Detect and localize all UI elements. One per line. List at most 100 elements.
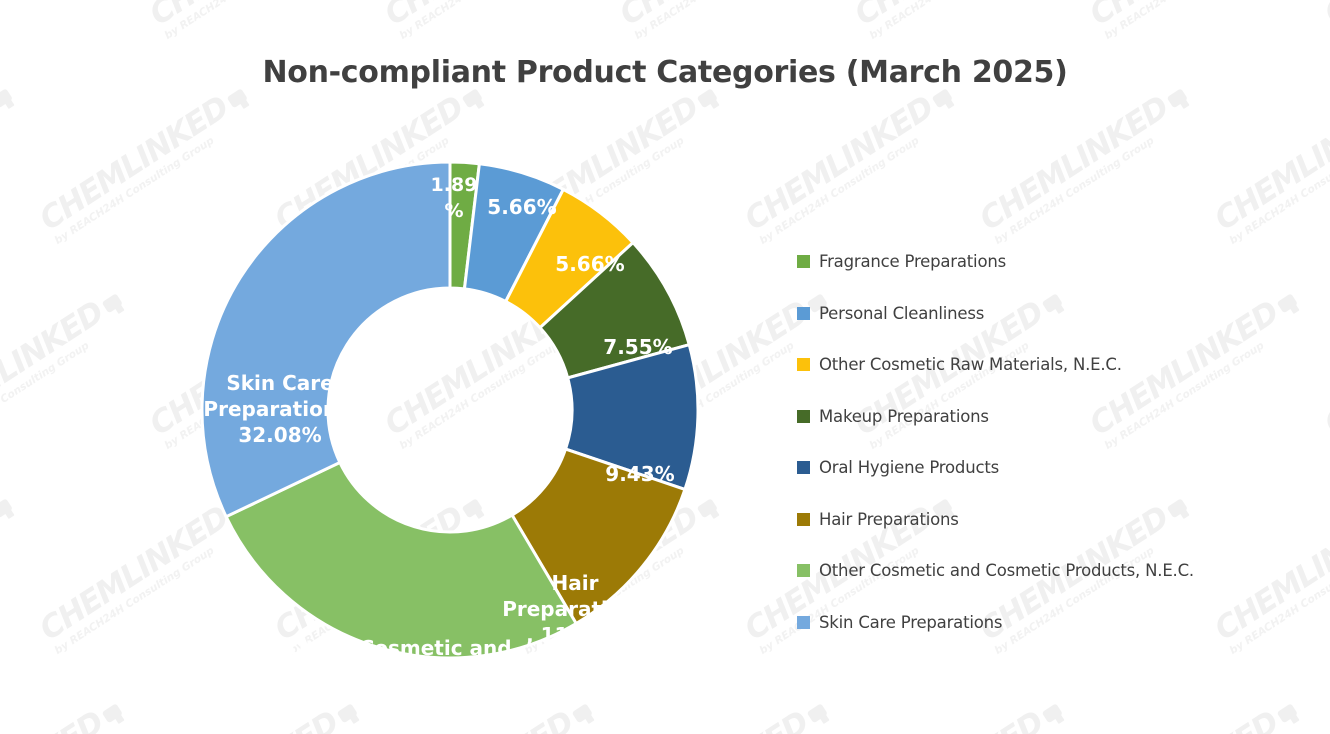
legend-item-label: Fragrance Preparations	[819, 252, 1006, 272]
legend-item[interactable]: Personal Cleanliness	[797, 288, 1297, 340]
watermark-brand: CHEMLINKED	[0, 285, 127, 443]
legend-color-swatch	[797, 512, 810, 526]
watermark-subtitle: by REACH24H Consulting Group	[867, 0, 1074, 42]
speech-bubble-icon	[101, 703, 123, 724]
watermark-subtitle: by REACH24H Consulting Group	[1102, 722, 1309, 734]
legend-color-swatch	[797, 615, 810, 629]
speech-bubble-icon	[461, 88, 483, 109]
legend-item-label: Oral Hygiene Products	[819, 458, 999, 478]
legend-item-label: Hair Preparations	[819, 509, 959, 529]
speech-bubble-icon	[696, 88, 718, 109]
watermark-subtitle: by REACH24H Consulting Group	[632, 0, 839, 42]
donut-chart: 1.89% 5.66% 5.66% 7.55% 9.43% Hair Preparation…	[170, 130, 730, 690]
legend-item[interactable]: Oral Hygiene Products	[797, 442, 1297, 494]
speech-bubble-icon	[226, 88, 248, 109]
speech-bubble-icon	[1041, 703, 1063, 724]
watermark-brand: CHEMLINKED	[1083, 0, 1302, 33]
watermark-subtitle: by REACH24H Consulting Group	[397, 722, 604, 734]
donut-slice[interactable]	[200, 160, 452, 519]
speech-bubble-icon	[336, 703, 358, 724]
speech-bubble-icon	[806, 703, 828, 724]
legend-item-label: Makeup Preparations	[819, 406, 989, 426]
speech-bubble-icon	[101, 293, 123, 314]
watermark-brand: CHEMLINKED	[1208, 89, 1330, 238]
slice-data-label: Skin Care Preparations, 32.08%	[203, 371, 356, 447]
watermark-brand: CHEMLINKED	[848, 0, 1067, 33]
watermark-subtitle: by REACH24H Consulting Group	[0, 0, 134, 42]
donut-svg: 1.89% 5.66% 5.66% 7.55% 9.43% Hair Preparation…	[200, 160, 700, 691]
speech-bubble-icon	[931, 88, 953, 109]
legend-item[interactable]: Makeup Preparations	[797, 391, 1297, 443]
watermark-brand: CHEMLINKED	[143, 0, 362, 33]
legend-color-swatch	[797, 461, 810, 475]
watermark-brand: CHEMLINKED	[1318, 0, 1330, 33]
slice-data-label: Other Cosmetic and Cosmetic Products, N.E…	[250, 636, 550, 691]
legend-item-label: Other Cosmetic and Cosmetic Products, N.…	[819, 561, 1194, 581]
legend-item-label: Other Cosmetic Raw Materials, N.E.C.	[819, 355, 1122, 375]
watermark-subtitle: by REACH24H Consulting Group	[0, 107, 24, 247]
watermark-brand: CHEMLINKED	[738, 80, 957, 238]
speech-bubble-icon	[1276, 703, 1298, 724]
watermark-brand: CHEMLINKED	[613, 0, 832, 33]
watermark-subtitle: by REACH24H Consulting Group	[1102, 0, 1309, 42]
donut-slice[interactable]	[224, 460, 579, 660]
slice-data-label: Hair Preparations, 11.32%	[502, 571, 648, 647]
slice-data-label: 5.66%	[487, 195, 556, 219]
watermark-subtitle: by REACH24H Consulting Group	[632, 722, 839, 734]
watermark-brand: CHEMLINKED	[0, 80, 17, 236]
watermark-subtitle: by REACH24H Consulting Group	[0, 517, 24, 657]
watermark-brand: CHEMLINKED	[143, 695, 362, 734]
watermark-subtitle: by REACH24H Consulting Group	[162, 722, 369, 734]
legend-item[interactable]: Other Cosmetic and Cosmetic Products, N.…	[797, 545, 1297, 597]
watermark-brand: CHEMLINKED	[378, 695, 597, 734]
watermark-brand: CHEMLINKED	[378, 0, 597, 33]
watermark-brand: CHEMLINKED	[1318, 294, 1330, 443]
donut-slice-labels: 1.89% 5.66% 5.66% 7.55% 9.43% Hair Preparation…	[203, 174, 674, 691]
watermark-subtitle: by REACH24H Consulting Group	[0, 722, 134, 734]
slice-data-label: 7.55%	[603, 335, 672, 359]
watermark-subtitle: by REACH24H Consulting Group	[1227, 135, 1330, 247]
legend-item[interactable]: Fragrance Preparations	[797, 236, 1297, 288]
slice-data-label: 1.89%	[431, 174, 478, 222]
watermark-brand: CHEMLINKED	[1083, 695, 1302, 734]
watermark-brand: CHEMLINKED	[973, 80, 1192, 238]
legend-item-label: Skin Care Preparations	[819, 612, 1003, 632]
slice-data-label: 5.66%	[555, 252, 624, 276]
page-title: Non-compliant Product Categories (March …	[262, 55, 1068, 90]
donut-slices	[200, 160, 700, 660]
speech-bubble-icon	[1166, 88, 1188, 109]
legend-item[interactable]: Skin Care Preparations	[797, 597, 1297, 649]
legend-color-swatch	[797, 255, 810, 269]
legend-item[interactable]: Other Cosmetic Raw Materials, N.E.C.	[797, 339, 1297, 391]
watermark-subtitle: by REACH24H Consulting Group	[0, 339, 92, 452]
legend-color-swatch	[797, 306, 810, 320]
watermark-subtitle: by REACH24H Consulting Group	[992, 134, 1157, 247]
watermark-subtitle: by REACH24H Consulting Group	[162, 0, 369, 42]
legend-item[interactable]: Hair Preparations	[797, 494, 1297, 546]
legend-color-swatch	[797, 358, 810, 372]
legend-item-label: Personal Cleanliness	[819, 303, 985, 323]
watermark-subtitle: by REACH24H Consulting Group	[397, 0, 604, 42]
watermark-brand: CHEMLINKED	[0, 695, 127, 734]
legend-color-swatch	[797, 409, 810, 423]
watermark-brand: CHEMLINKED	[1318, 695, 1330, 734]
legend-color-swatch	[797, 564, 810, 578]
speech-bubble-icon	[571, 703, 593, 724]
